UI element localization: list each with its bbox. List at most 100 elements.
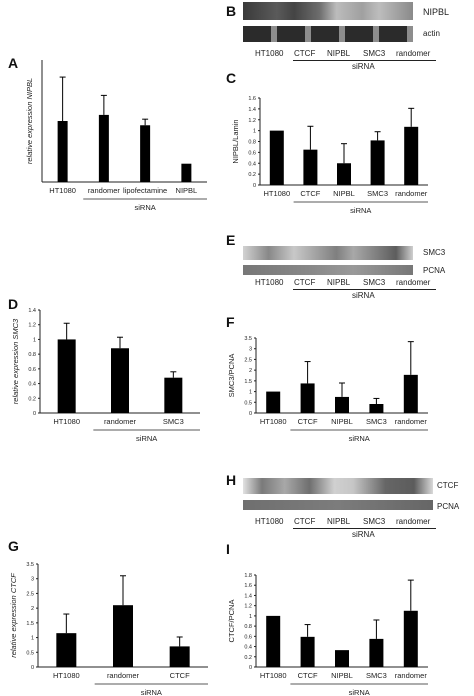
chart-a-category-label: lipofectamine	[123, 186, 167, 195]
panel-letter-b: B	[226, 3, 237, 19]
chart-c-ytick-label: 1.6	[248, 96, 256, 102]
chart-i-bar	[403, 610, 418, 667]
chart-g-bar	[56, 633, 77, 667]
blot-e-label-1: PCNA	[423, 266, 446, 275]
chart-g-ylabel: relative expression CTCF	[9, 573, 18, 658]
chart-f-bar	[403, 374, 418, 413]
blot-b-lane-1: CTCF	[294, 49, 316, 58]
chart-a-category-label: randomer	[88, 186, 121, 195]
panel-letter-e: E	[226, 232, 236, 248]
chart-g-ytick-label: 1.5	[26, 621, 34, 627]
blot-b-lane-2: NIPBL	[327, 49, 351, 58]
chart-i-bar	[335, 650, 349, 667]
chart-i-ytick-label: 0.4	[244, 645, 252, 651]
chart-d-bar	[57, 339, 76, 413]
blot-h-lane-0: HT1080	[255, 517, 284, 526]
blot-b-group-line	[293, 60, 436, 61]
western-blot-h: CTCF PCNA HT1080 CTCF NIPBL SMC3 randome…	[241, 472, 471, 540]
chart-g-category-label: CTCF	[170, 671, 190, 680]
chart-a-ylabel: relative expression NIPBL	[25, 78, 34, 164]
chart-c-xlabel: siRNA	[350, 206, 371, 215]
blot-h-band-pcna	[243, 500, 433, 510]
blot-e-lane-2: NIPBL	[327, 278, 351, 287]
chart-i-ylabel: CTCF/PCNA	[227, 600, 236, 643]
blot-e-lane-4: randomer	[396, 278, 431, 287]
chart-g-category-label: HT1080	[53, 671, 80, 680]
chart-f-category-label: SMC3	[366, 417, 387, 426]
chart-d-bar	[111, 348, 129, 413]
chart-d-ytick-label: 0	[33, 411, 36, 417]
chart-f-ytick-label: 2.5	[244, 357, 252, 363]
chart-a-bar	[181, 163, 192, 182]
chart-c-ytick-label: 1	[253, 129, 256, 135]
blot-b-group-label: siRNA	[352, 62, 375, 71]
chart-f-ytick-label: 1	[249, 390, 252, 396]
chart-c-ylabel: NIPBL/Lamin	[231, 119, 240, 163]
blot-h-lane-3: SMC3	[363, 517, 386, 526]
blot-e-label-0: SMC3	[423, 248, 446, 257]
chart-f-category-label: HT1080	[260, 417, 287, 426]
blot-e-lane-1: CTCF	[294, 278, 316, 287]
chart-g-ytick-label: 2.5	[26, 591, 34, 597]
chart-g-ytick-label: 3.5	[26, 562, 34, 568]
blot-e-group-label: siRNA	[352, 291, 375, 300]
chart-a-xlabel: siRNA	[134, 203, 155, 212]
chart-f-bar	[369, 404, 384, 413]
chart-d-ytick-label: 0.8	[28, 352, 36, 358]
blot-b-label-1: actin	[423, 29, 440, 38]
chart-d-ytick-label: 1.2	[28, 323, 36, 329]
chart-c-bar	[337, 163, 351, 185]
chart-f-xlabel: siRNA	[349, 434, 370, 443]
chart-f-ytick-label: 0.5	[244, 400, 252, 406]
chart-i-bar	[369, 638, 384, 667]
chart-f-ylabel: SMC3/PCNA	[227, 354, 236, 398]
blot-e-lane-3: SMC3	[363, 278, 386, 287]
chart-a-category-label: NIPBL	[176, 186, 198, 195]
chart-c-category-label: NIPBL	[333, 189, 355, 198]
chart-i-category-label: CTCF	[298, 671, 318, 680]
chart-a-bar	[140, 125, 151, 182]
chart-d-category-label: SMC3	[163, 417, 184, 426]
chart-d-category-label: randomer	[104, 417, 137, 426]
chart-c-ytick-label: 1.4	[248, 107, 256, 113]
chart-g-xlabel: siRNA	[141, 688, 162, 696]
blot-h-lane-2: NIPBL	[327, 517, 351, 526]
blot-b-band-nipbl	[243, 2, 413, 20]
panel-letter-i: I	[226, 541, 230, 557]
chart-f-ytick-label: 3	[249, 347, 252, 353]
chart-c-category-label: CTCF	[300, 189, 320, 198]
blot-h-group-label: siRNA	[352, 530, 375, 539]
chart-c-ytick-label: 0.4	[248, 161, 256, 167]
blot-h-group-line	[293, 528, 436, 529]
chart-d-ytick-label: 1	[33, 337, 36, 343]
chart-d-ylabel: relative expression SMC3	[11, 318, 20, 404]
chart-i-bar	[300, 636, 315, 667]
chart-c-bar	[404, 126, 419, 185]
chart-i-ytick-label: 0.8	[244, 624, 252, 630]
blot-b-lane-4: randomer	[396, 49, 431, 58]
chart-c-bar	[303, 149, 318, 185]
chart-i-category-label: SMC3	[366, 671, 387, 680]
chart-d-ytick-label: 0.6	[28, 367, 36, 373]
chart-f-bar	[300, 383, 315, 413]
blot-h-lane-4: randomer	[396, 517, 431, 526]
chart-c-category-label: randomer	[395, 189, 428, 198]
chart-a-bar	[98, 114, 109, 182]
chart-d-category-label: HT1080	[53, 417, 80, 426]
chart-i-bar	[266, 615, 281, 667]
blot-h-label-0: CTCF	[437, 481, 459, 490]
blot-e-band-smc3	[243, 246, 413, 260]
chart-i-category-label: HT1080	[260, 671, 287, 680]
chart-d-bar	[164, 377, 183, 413]
chart-f-ytick-label: 2	[249, 368, 252, 374]
panel-letter-c: C	[226, 70, 237, 86]
western-blot-e: SMC3 PCNA HT1080 CTCF NIPBL SMC3 randome…	[241, 236, 471, 300]
panel-letter-f: F	[226, 314, 235, 330]
blot-b-label-0: NIPBL	[423, 7, 450, 17]
chart-g-ytick-label: 2	[31, 606, 34, 612]
chart-c-category-label: SMC3	[367, 189, 388, 198]
chart-g-category-label: randomer	[107, 671, 140, 680]
chart-f-ytick-label: 3.5	[244, 336, 252, 342]
blot-h-label-1: PCNA	[437, 502, 460, 511]
chart-d-ytick-label: 0.2	[28, 396, 36, 402]
